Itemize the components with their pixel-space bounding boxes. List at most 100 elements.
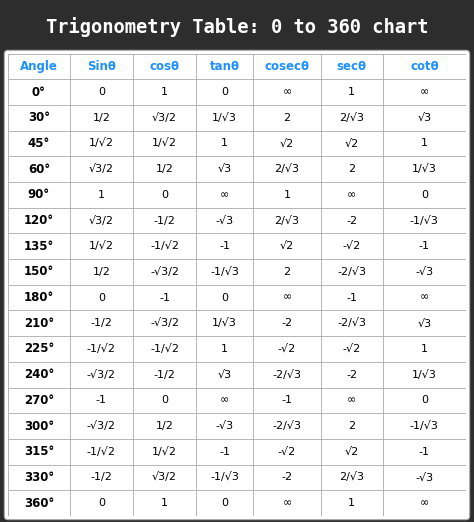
Text: 270°: 270°: [24, 394, 54, 407]
Text: 0: 0: [98, 293, 105, 303]
Text: Sinθ: Sinθ: [87, 60, 116, 73]
Text: -2: -2: [346, 216, 357, 226]
Text: ∞: ∞: [283, 87, 292, 97]
Text: -√2: -√2: [343, 241, 361, 251]
Text: -2/√3: -2/√3: [337, 267, 366, 277]
Text: -1: -1: [219, 447, 230, 457]
Text: -√3/2: -√3/2: [150, 318, 179, 328]
Text: 1/√2: 1/√2: [89, 241, 114, 251]
Text: ∞: ∞: [220, 395, 229, 406]
Text: -√3/2: -√3/2: [87, 370, 116, 379]
Text: 0: 0: [161, 190, 168, 200]
Text: 225°: 225°: [24, 342, 54, 355]
Text: 2: 2: [283, 267, 291, 277]
Text: -√3/2: -√3/2: [150, 267, 179, 277]
Text: -√2: -√2: [343, 344, 361, 354]
Text: -√3: -√3: [415, 267, 433, 277]
Text: 1/2: 1/2: [155, 164, 173, 174]
Text: 60°: 60°: [28, 163, 50, 175]
Text: -1/√3: -1/√3: [410, 421, 439, 431]
Text: -√3/2: -√3/2: [87, 421, 116, 431]
Text: 2/√3: 2/√3: [339, 472, 364, 482]
Text: -√2: -√2: [278, 344, 296, 354]
Text: 1/2: 1/2: [92, 113, 110, 123]
Text: √3: √3: [417, 113, 431, 123]
Text: √2: √2: [280, 241, 294, 251]
FancyBboxPatch shape: [4, 50, 470, 520]
Text: √2: √2: [345, 138, 359, 148]
Text: 2: 2: [348, 421, 356, 431]
Text: 210°: 210°: [24, 317, 54, 330]
Text: 1: 1: [161, 87, 168, 97]
Text: 45°: 45°: [28, 137, 50, 150]
Text: 0: 0: [98, 87, 105, 97]
Text: 90°: 90°: [28, 188, 50, 201]
Text: -2/√3: -2/√3: [273, 370, 301, 379]
Text: ∞: ∞: [419, 498, 429, 508]
Text: -√2: -√2: [278, 447, 296, 457]
Text: -1: -1: [346, 293, 357, 303]
Text: 2/√3: 2/√3: [274, 164, 300, 174]
Text: Angle: Angle: [20, 60, 58, 73]
Text: √2: √2: [345, 447, 359, 457]
Text: 0: 0: [98, 498, 105, 508]
Text: tanθ: tanθ: [210, 60, 240, 73]
Text: Trigonometry Table: 0 to 360 chart: Trigonometry Table: 0 to 360 chart: [46, 17, 428, 37]
Text: √3: √3: [218, 164, 232, 174]
Text: -2: -2: [346, 370, 357, 379]
Text: √3: √3: [417, 318, 431, 328]
Text: 1/√2: 1/√2: [152, 138, 177, 148]
Text: ∞: ∞: [419, 87, 429, 97]
Text: -1/√2: -1/√2: [150, 344, 179, 354]
Text: 135°: 135°: [24, 240, 54, 253]
Text: 2: 2: [283, 113, 291, 123]
Text: ∞: ∞: [347, 395, 356, 406]
Text: -1: -1: [282, 395, 292, 406]
Text: 1: 1: [221, 344, 228, 354]
Text: 1/√2: 1/√2: [89, 138, 114, 148]
Text: √3/2: √3/2: [152, 472, 177, 482]
Text: 0: 0: [221, 498, 228, 508]
Text: 1/√3: 1/√3: [412, 164, 437, 174]
Text: 120°: 120°: [24, 214, 54, 227]
Text: -1/√3: -1/√3: [410, 216, 439, 226]
Text: -1/2: -1/2: [154, 370, 175, 379]
Text: -1/√2: -1/√2: [87, 447, 116, 457]
Text: √3/2: √3/2: [89, 216, 114, 226]
Text: 330°: 330°: [24, 471, 54, 484]
Text: 1: 1: [221, 138, 228, 148]
Text: 1/√3: 1/√3: [212, 113, 237, 123]
Text: 300°: 300°: [24, 420, 54, 433]
Text: cotθ: cotθ: [410, 60, 438, 73]
Text: 1: 1: [348, 87, 355, 97]
Text: 315°: 315°: [24, 445, 54, 458]
Text: 0: 0: [421, 190, 428, 200]
Text: 0: 0: [221, 87, 228, 97]
Text: 0: 0: [221, 293, 228, 303]
Text: ∞: ∞: [419, 293, 429, 303]
Text: 1/2: 1/2: [92, 267, 110, 277]
Text: 1/2: 1/2: [155, 421, 173, 431]
Text: -1: -1: [159, 293, 170, 303]
Text: ∞: ∞: [347, 190, 356, 200]
Text: 1: 1: [161, 498, 168, 508]
Text: -√3: -√3: [216, 216, 234, 226]
Text: cosecθ: cosecθ: [264, 60, 310, 73]
Text: 150°: 150°: [24, 265, 54, 278]
Text: -√3: -√3: [415, 472, 433, 482]
Text: -1: -1: [219, 241, 230, 251]
Text: -1/2: -1/2: [154, 216, 175, 226]
Text: 2/√3: 2/√3: [274, 216, 300, 226]
Text: ∞: ∞: [283, 293, 292, 303]
Text: -2: -2: [282, 472, 292, 482]
Text: 240°: 240°: [24, 368, 54, 381]
Text: -1/√2: -1/√2: [87, 344, 116, 354]
Text: √3/2: √3/2: [89, 164, 114, 174]
Text: secθ: secθ: [337, 60, 367, 73]
Text: ∞: ∞: [283, 498, 292, 508]
Text: -1: -1: [96, 395, 107, 406]
Text: -1/√3: -1/√3: [210, 267, 239, 277]
Text: 30°: 30°: [28, 111, 50, 124]
Text: 0: 0: [421, 395, 428, 406]
Text: -1: -1: [419, 241, 430, 251]
